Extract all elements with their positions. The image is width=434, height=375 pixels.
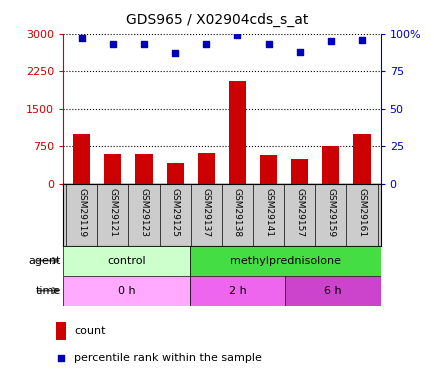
Bar bbox=[166, 163, 183, 184]
Bar bbox=[228, 81, 245, 184]
Bar bbox=[260, 155, 276, 184]
Text: GSM29157: GSM29157 bbox=[295, 188, 303, 237]
Point bbox=[264, 41, 271, 47]
Text: percentile rank within the sample: percentile rank within the sample bbox=[74, 352, 261, 363]
Text: agent: agent bbox=[29, 256, 61, 266]
Bar bbox=[290, 159, 308, 184]
Text: GSM29119: GSM29119 bbox=[77, 188, 86, 237]
Text: 2 h: 2 h bbox=[228, 286, 246, 296]
Point bbox=[233, 32, 240, 38]
Text: GSM29121: GSM29121 bbox=[108, 188, 117, 237]
Point bbox=[171, 50, 178, 56]
Text: GSM29137: GSM29137 bbox=[201, 188, 210, 237]
Text: GDS965 / X02904cds_s_at: GDS965 / X02904cds_s_at bbox=[126, 13, 308, 27]
Text: GSM29161: GSM29161 bbox=[357, 188, 365, 237]
Point bbox=[202, 41, 209, 47]
Point bbox=[296, 49, 302, 55]
Text: count: count bbox=[74, 326, 105, 336]
Bar bbox=[190, 276, 285, 306]
Bar bbox=[352, 134, 370, 184]
Text: GSM29141: GSM29141 bbox=[263, 188, 273, 237]
Bar bbox=[190, 246, 380, 276]
Bar bbox=[322, 146, 339, 184]
Bar bbox=[197, 153, 214, 184]
Bar bbox=[73, 134, 90, 184]
Point bbox=[58, 355, 65, 361]
Text: time: time bbox=[36, 286, 61, 296]
Text: GSM29159: GSM29159 bbox=[326, 188, 335, 237]
Point bbox=[109, 41, 116, 47]
Point bbox=[140, 41, 147, 47]
Text: 6 h: 6 h bbox=[323, 286, 341, 296]
Text: GSM29125: GSM29125 bbox=[170, 188, 179, 237]
Bar bbox=[285, 276, 380, 306]
Bar bbox=[135, 154, 152, 184]
Text: methylprednisolone: methylprednisolone bbox=[229, 256, 340, 266]
Text: 0 h: 0 h bbox=[118, 286, 135, 296]
Bar bbox=[63, 276, 190, 306]
Bar bbox=[104, 154, 121, 184]
Text: GSM29123: GSM29123 bbox=[139, 188, 148, 237]
Text: control: control bbox=[107, 256, 145, 266]
Bar bbox=[56, 322, 66, 340]
Bar bbox=[63, 246, 190, 276]
Text: GSM29138: GSM29138 bbox=[232, 188, 241, 237]
Point bbox=[326, 38, 333, 44]
Point bbox=[78, 35, 85, 41]
Point bbox=[358, 37, 365, 43]
